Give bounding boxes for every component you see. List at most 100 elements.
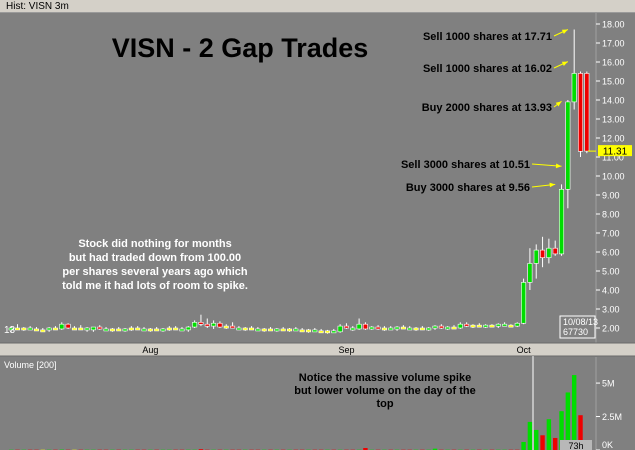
candle-body — [242, 327, 248, 331]
candle-body — [445, 326, 451, 330]
candle-body — [236, 327, 242, 331]
candle-body — [198, 321, 204, 325]
trade-arrow-head — [561, 29, 568, 34]
trade-annotation: Sell 1000 shares at 16.02 — [423, 63, 552, 75]
candle-body — [584, 73, 590, 152]
candle-body — [204, 323, 210, 327]
window-title: Hist: VISN 3m — [6, 1, 69, 12]
month-label: Sep — [338, 345, 354, 355]
candle-body — [457, 323, 463, 329]
candle-body — [299, 329, 305, 333]
candle-body — [40, 329, 46, 333]
candle-body — [185, 326, 191, 331]
volume-bar — [571, 375, 577, 450]
price-tick-label: 14.00 — [602, 96, 625, 106]
volume-note-line: but lower volume on the day of the — [294, 385, 476, 397]
candle-body — [166, 327, 172, 331]
candle-body — [407, 327, 413, 331]
price-tick-label: 6.00 — [602, 248, 620, 258]
candle-body — [438, 325, 444, 329]
candle-body — [305, 329, 312, 333]
price-chart[interactable]: 2.00 3.00 4.00 5.00 6.00 7.00 8.00 9.00 10.00 11.… — [0, 13, 635, 450]
stock-note-line: but had traded down from 100.00 — [69, 252, 241, 264]
trade-annotation: Sell 3000 shares at 10.51 — [401, 159, 530, 171]
candle-body — [362, 323, 368, 330]
date-box-value: 67730 — [563, 327, 588, 337]
candle-body — [293, 328, 299, 332]
candle-body — [268, 328, 274, 332]
volume-axis-ticks: 5M 2.5M 0K — [596, 379, 622, 450]
stock-note-line: told me it had lots of room to spike. — [62, 280, 248, 292]
candle-body — [318, 330, 324, 334]
candle-body — [552, 247, 558, 255]
candle-body — [21, 327, 27, 331]
date-box-frame — [559, 315, 596, 339]
price-tick-label: 10.00 — [602, 172, 625, 182]
volume-bar — [534, 429, 539, 450]
left-edge-label: 13 — [4, 325, 16, 336]
candle-body — [489, 324, 495, 328]
candle-body — [78, 327, 84, 331]
window-titlebar[interactable]: Hist: VISN 3m — [0, 0, 635, 13]
volume-panel-title: Volume [200] — [4, 360, 57, 370]
trade-annotation: Sell 1000 shares at 17.71 — [423, 31, 552, 43]
candle-body — [571, 73, 577, 103]
candle-body — [255, 328, 261, 332]
candle-body — [533, 249, 539, 264]
price-tick-label: 7.00 — [602, 229, 620, 239]
price-axis-ticks: 2.00 3.00 4.00 5.00 6.00 7.00 8.00 9.00 10.00 11.… — [596, 20, 625, 334]
volume-tick-label: 5M — [602, 379, 615, 389]
candle-body — [343, 325, 349, 329]
candle-body — [52, 327, 58, 331]
candle-body — [274, 328, 280, 332]
candle-body — [103, 328, 109, 332]
candle-body — [128, 327, 134, 331]
volume-bar — [565, 392, 571, 450]
candle-body — [508, 324, 514, 328]
candle-body — [413, 327, 419, 331]
candle-body — [312, 329, 318, 333]
volume-note-line: top — [376, 398, 393, 410]
volume-tick-label: 2.5M — [602, 412, 622, 422]
date-box-date: 10/08/13 — [563, 317, 598, 327]
candle-body — [154, 328, 160, 332]
candle-body — [426, 327, 432, 331]
trade-arrow-head — [561, 61, 568, 67]
trade-arrow-head — [555, 163, 562, 169]
candle-body — [476, 324, 482, 328]
candle-body — [388, 327, 394, 331]
volume-title: Volume — [4, 360, 34, 370]
panel-separator[interactable] — [0, 343, 635, 356]
trade-annotation: Buy 3000 shares at 9.56 — [406, 182, 530, 194]
last-price-tag: 11.31 — [598, 145, 632, 158]
candle-body — [451, 326, 457, 330]
candle-body — [495, 323, 501, 327]
candle-body — [179, 328, 185, 332]
stock-note-line: per shares several years ago which — [62, 266, 248, 278]
candle-body — [122, 328, 128, 332]
volume-note-line: Notice the massive volume spike — [299, 372, 471, 384]
candle-body — [147, 328, 153, 332]
candle-body — [141, 328, 147, 332]
chart-title: VISN - 2 Gap Trades — [112, 33, 369, 63]
candle-body — [559, 189, 565, 255]
candle-body — [90, 326, 96, 331]
candle-body — [324, 330, 330, 334]
volume-bar — [540, 435, 545, 450]
candle-body — [46, 327, 52, 331]
volume-note: Notice the massive volume spike but lowe… — [294, 372, 476, 410]
candle-body — [381, 327, 387, 331]
stock-note: Stock did nothing for months but had tra… — [62, 238, 248, 292]
trade-arrow-head — [549, 182, 556, 188]
candle-body — [502, 323, 508, 327]
month-label: Aug — [142, 345, 158, 355]
candles — [8, 29, 596, 334]
candle-body — [337, 325, 343, 333]
candle-body — [540, 249, 546, 259]
candle-body — [71, 327, 77, 331]
trade-arrow-head — [555, 101, 562, 107]
candle-body — [230, 325, 236, 329]
candle-body — [223, 325, 229, 329]
candle-body — [84, 327, 90, 331]
